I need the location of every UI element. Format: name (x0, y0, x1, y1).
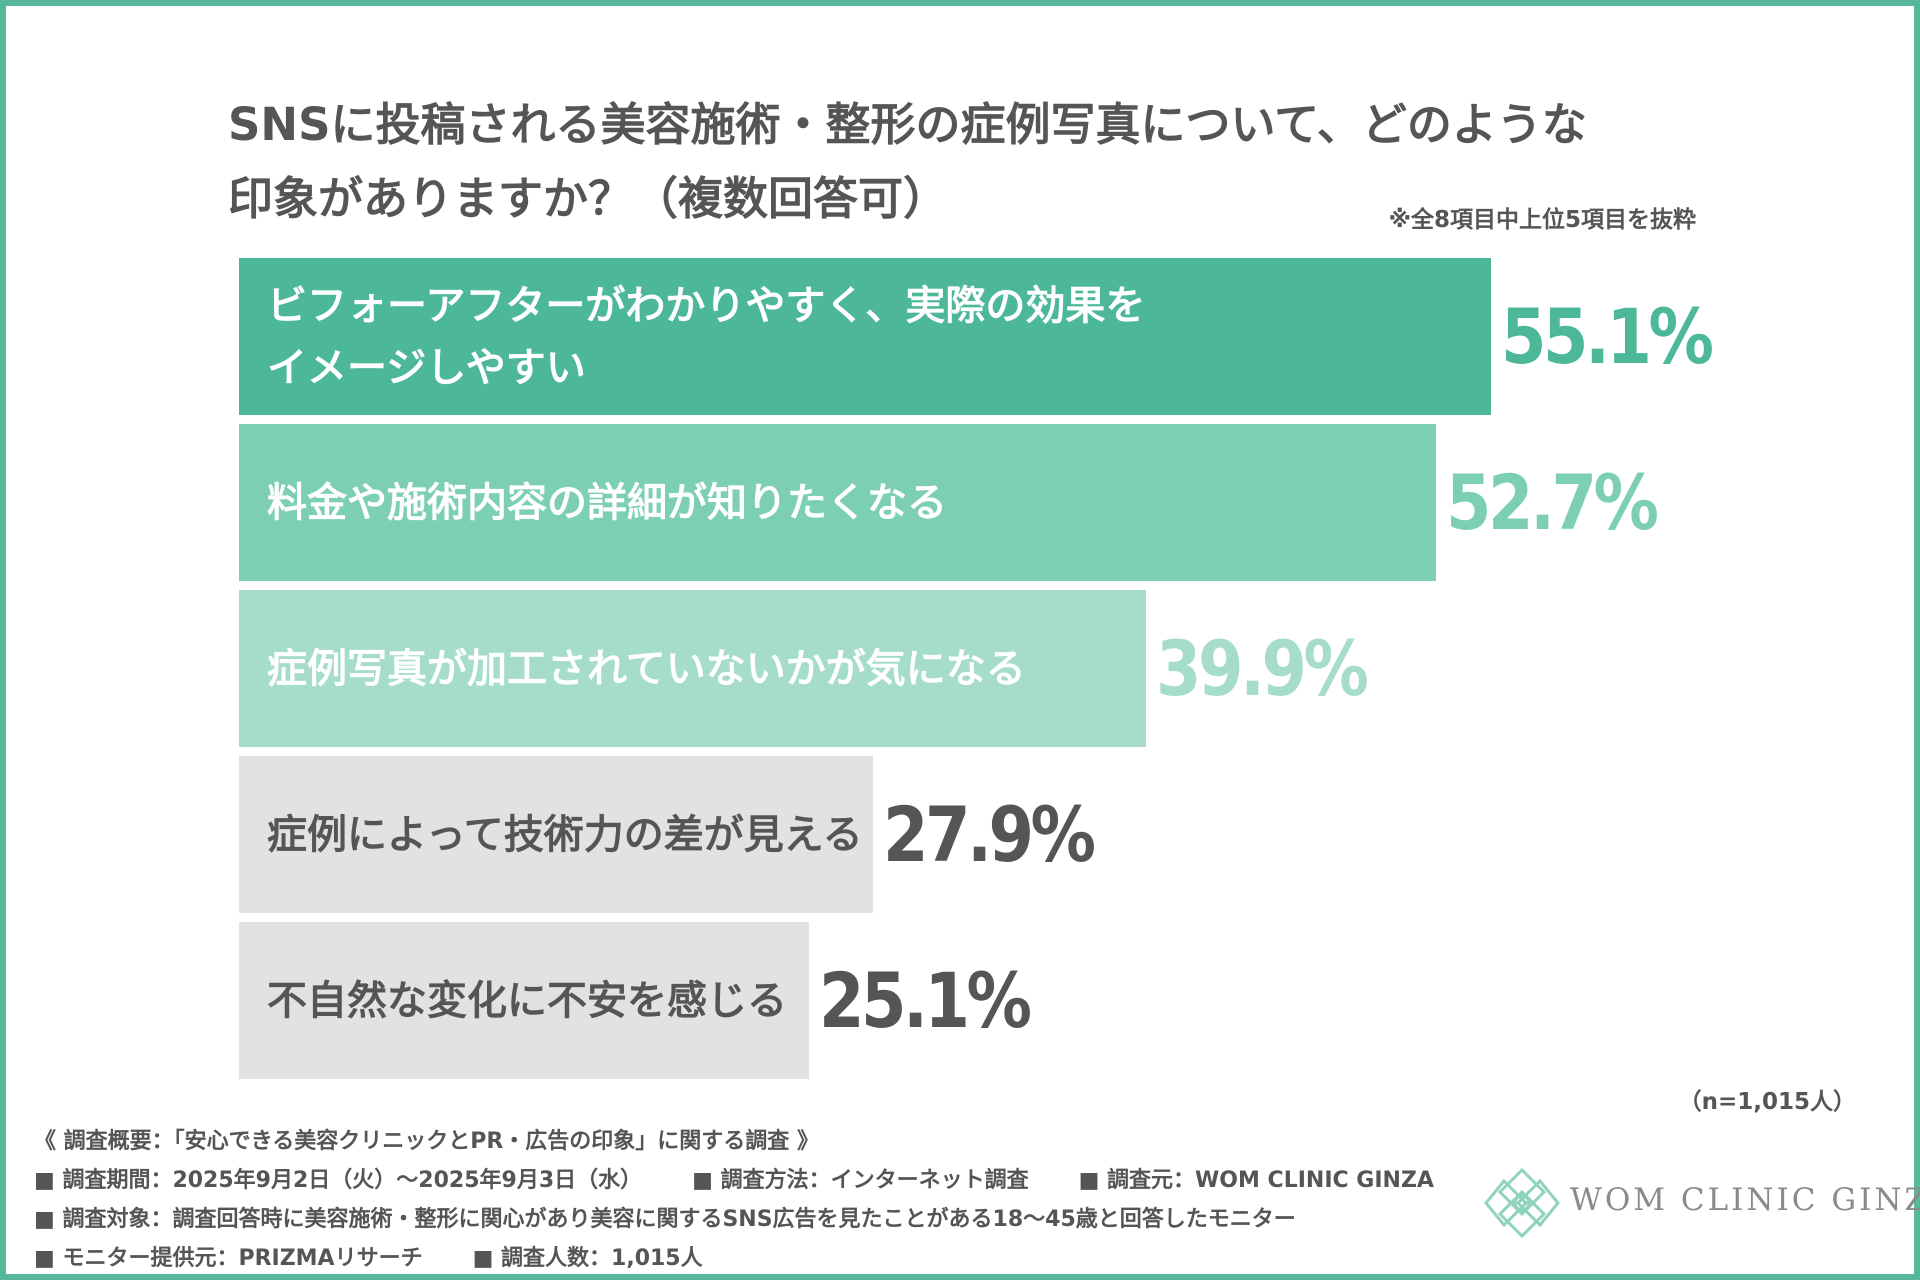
bar-label-5: 不自然な変化に不安を感じる (267, 977, 787, 1024)
title-line-1: SNSに投稿される美容施術・整形の症例写真について、どのような (228, 98, 1587, 151)
logo-text: WOM CLINIC GINZA (1570, 1182, 1920, 1218)
bar-1: ビフォーアフターがわかりやすく、実際の効果を イメージしやすい (239, 258, 1491, 415)
clinic-logo: WOM CLINIC GINZA (1482, 1158, 1920, 1248)
title-line-2: 印象がありますか？（複数回答可） (228, 172, 949, 225)
survey-row-1: ■ 調査期間：2025年9月2日（火）〜2025年9月3日（水） ■ 調査方法：イ… (34, 1161, 1434, 1200)
excerpt-note: ※全8項目中上位5項目を抜粋 (1388, 207, 1696, 233)
survey-count: ■ 調査人数：1,015人 (472, 1246, 703, 1271)
sample-size: （n=1,015人） (1678, 1089, 1856, 1115)
lotus-logo-icon (1484, 1167, 1560, 1239)
survey-overview: 《 調査概要：「安心できる美容クリニックとPR・広告の印象」に関する調査 》 ■… (34, 1122, 1434, 1278)
bar-3: 症例写真が加工されていないかが気になる (239, 590, 1146, 747)
survey-method: ■ 調査方法：インターネット調査 (692, 1168, 1029, 1193)
value-label-3: 39.9% (1156, 624, 1369, 713)
value-label-2: 52.7% (1446, 458, 1659, 547)
value-label-1: 55.1% (1501, 292, 1714, 381)
bar-label-4: 症例によって技術力の差が見える (267, 811, 863, 858)
bar-label-2: 料金や施術内容の詳細が知りたくなる (267, 479, 947, 526)
bar-5: 不自然な変化に不安を感じる (239, 922, 809, 1079)
bar-label-1: ビフォーアフターがわかりやすく、実際の効果を イメージしやすい (267, 282, 1146, 391)
survey-provider: ■ モニター提供元：PRIZMAリサーチ (34, 1246, 423, 1271)
value-label-5: 25.1% (819, 956, 1032, 1045)
bar-label-3: 症例写真が加工されていないかが気になる (267, 645, 1026, 692)
bar-chart: ビフォーアフターがわかりやすく、実際の効果を イメージしやすい 55.1% 料金や施… (6, 6, 1920, 1286)
survey-row-3: ■ モニター提供元：PRIZMAリサーチ ■ 調査人数：1,015人 (34, 1239, 1434, 1278)
value-label-4: 27.9% (883, 790, 1096, 879)
bar-2: 料金や施術内容の詳細が知りたくなる (239, 424, 1436, 581)
survey-period: ■ 調査期間：2025年9月2日（火）〜2025年9月3日（水） (34, 1168, 643, 1193)
chart-title: SNSに投稿される美容施術・整形の症例写真について、どのような 印象がありますか… (228, 88, 1728, 236)
survey-source: ■ 調査元：WOM CLINIC GINZA (1078, 1168, 1434, 1193)
survey-summary: 《 調査概要：「安心できる美容クリニックとPR・広告の印象」に関する調査 》 (34, 1129, 819, 1154)
survey-target: ■ 調査対象：調査回答時に美容施術・整形に関心があり美容に関するSNS広告を見た… (34, 1207, 1296, 1232)
bar-4: 症例によって技術力の差が見える (239, 756, 873, 913)
